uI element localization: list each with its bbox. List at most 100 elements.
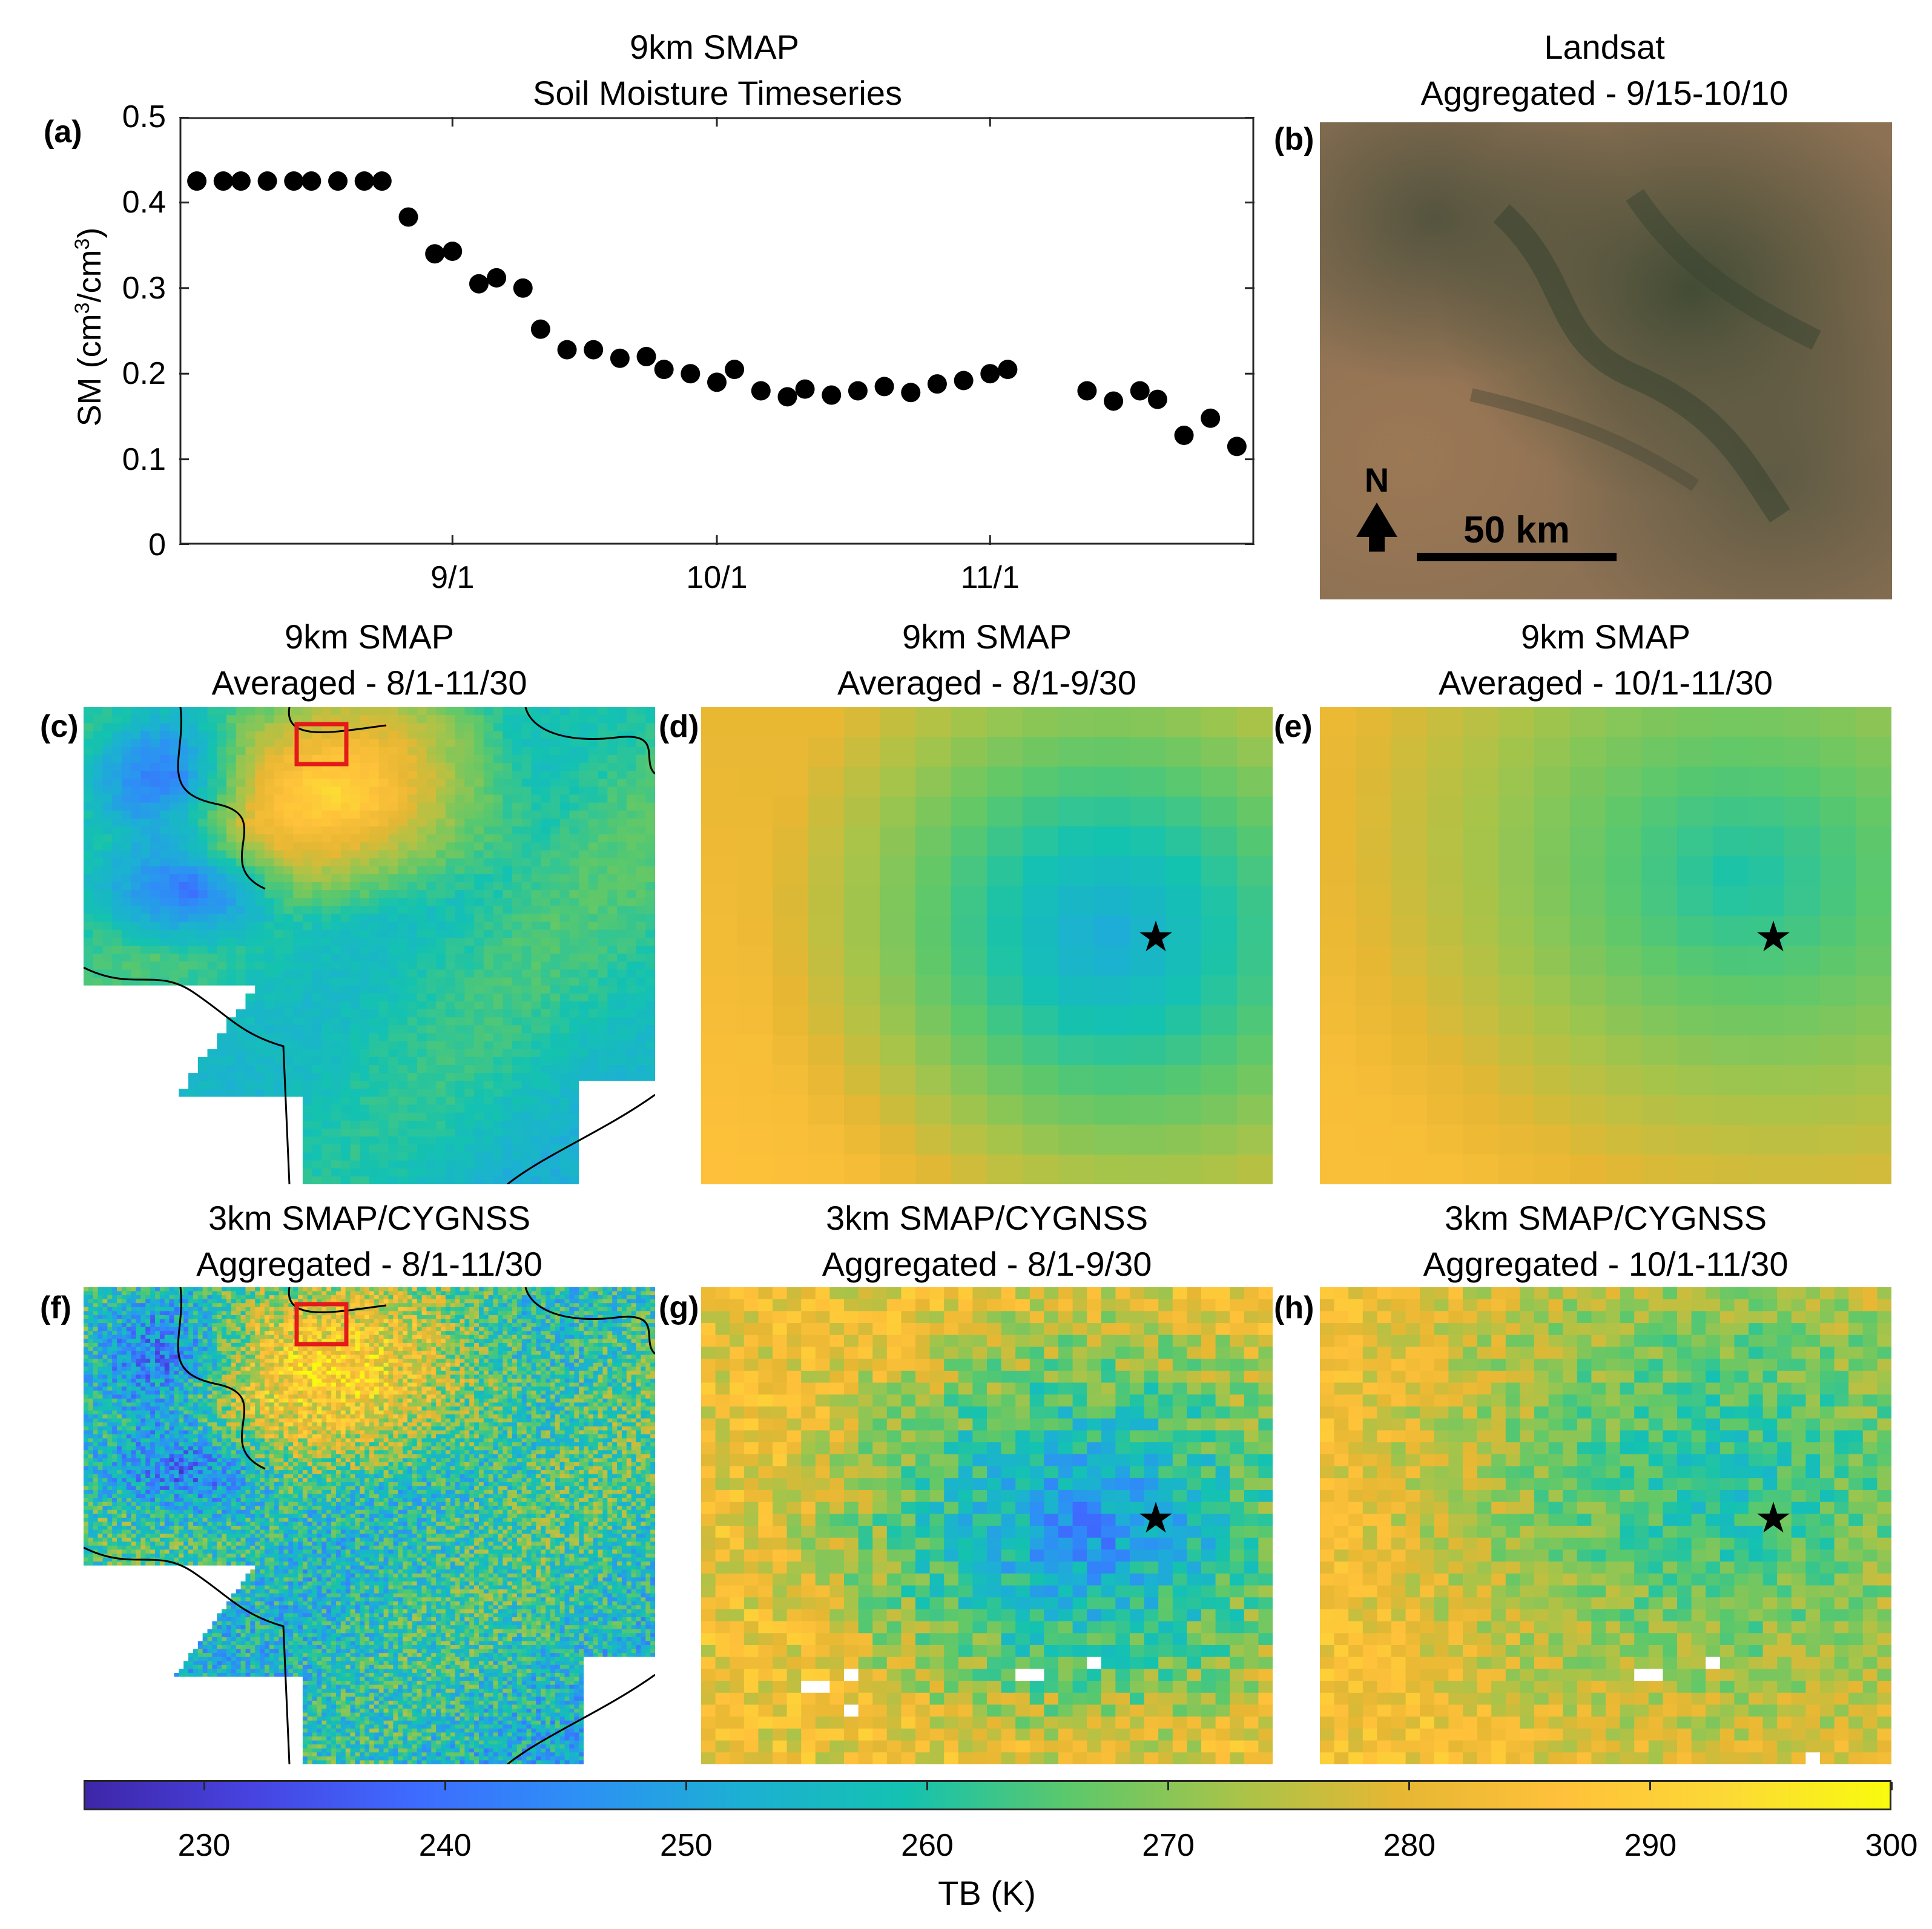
sm-timeseries-plot: [179, 117, 1254, 545]
sm-point: [398, 207, 418, 227]
site-star-d: ★: [1135, 915, 1177, 958]
colorbar-tick-label: 270: [1120, 1827, 1217, 1864]
map-h: ★: [1320, 1287, 1891, 1764]
site-star-h: ★: [1752, 1497, 1795, 1539]
panel-a-title: 9km SMAP Soil Moisture Timeseries: [533, 24, 902, 116]
map-d: ★: [701, 707, 1273, 1184]
colorbar-tick-label: 250: [638, 1827, 734, 1864]
panel-d-label: (d): [659, 708, 699, 745]
sm-point: [707, 372, 727, 392]
site-star-e: ★: [1752, 915, 1795, 958]
panel-h-label: (h): [1274, 1290, 1314, 1326]
panel-b-title: Landsat Aggregated - 9/15-10/10: [1380, 24, 1828, 116]
sm-point: [777, 387, 797, 407]
sm-point: [954, 371, 974, 391]
y-tick-label: 0.5: [122, 99, 166, 135]
map-f: [84, 1287, 655, 1764]
panel-c-title: 9km SMAP Averaged - 8/1-11/30: [182, 614, 557, 706]
y-tick-label: 0.2: [122, 355, 166, 392]
sm-point: [469, 274, 489, 294]
y-tick-label: 0.3: [122, 270, 166, 306]
colorbar-tick-mark: [444, 1782, 446, 1790]
panel-g-title: 3km SMAP/CYGNSS Aggregated - 8/1-9/30: [757, 1195, 1217, 1287]
x-tick-label: 11/1: [929, 559, 1050, 596]
colorbar-tick-label: 240: [397, 1827, 493, 1864]
panel-d-title: 9km SMAP Averaged - 8/1-9/30: [799, 614, 1175, 706]
colorbar-label: TB (K): [896, 1873, 1078, 1913]
map-c: [84, 707, 655, 1184]
sm-point: [927, 374, 947, 394]
panel-g-label: (g): [659, 1290, 699, 1326]
y-axis-label: SM (cm3/cm3): [71, 228, 108, 427]
colorbar-tick-mark: [1167, 1782, 1170, 1790]
panel-c-label: (c): [40, 708, 79, 745]
sm-point: [513, 278, 533, 298]
sm-point: [584, 340, 604, 360]
panel-e-title: 9km SMAP Averaged - 10/1-11/30: [1418, 614, 1793, 706]
x-tick-label: 9/1: [392, 559, 513, 596]
panel-b-label: (b): [1274, 121, 1314, 157]
map-e: ★: [1320, 707, 1891, 1184]
panel-a-label: (a): [44, 114, 82, 150]
sm-point: [257, 171, 277, 191]
sm-point: [822, 385, 842, 405]
sm-point: [1104, 391, 1124, 411]
sm-point: [372, 171, 392, 191]
scale-bar: 50 km: [1417, 509, 1617, 561]
sm-point: [1130, 381, 1150, 401]
sm-point: [213, 171, 233, 191]
sm-point: [874, 377, 894, 397]
north-arrow: N: [1353, 460, 1401, 557]
sm-point: [636, 346, 656, 366]
sm-point: [557, 340, 577, 360]
sm-point: [901, 383, 921, 403]
site-star-g: ★: [1135, 1497, 1177, 1539]
sm-point: [328, 171, 348, 191]
colorbar-tick-mark: [203, 1782, 205, 1790]
colorbar-tick-label: 280: [1361, 1827, 1458, 1864]
sm-point: [980, 364, 1000, 384]
panel-e-label: (e): [1274, 708, 1313, 745]
sm-point: [1227, 437, 1247, 457]
sm-point: [848, 381, 868, 401]
panel-f-title: 3km SMAP/CYGNSS Aggregated - 8/1-11/30: [139, 1195, 599, 1287]
colorbar-tick-mark: [1649, 1782, 1652, 1790]
colorbar-tick-mark: [685, 1782, 687, 1790]
sm-point: [1147, 389, 1167, 409]
sm-point: [443, 241, 463, 261]
landsat-image: [1320, 122, 1892, 599]
map-g: ★: [701, 1287, 1273, 1764]
panel-f-label: (f): [40, 1290, 71, 1326]
sm-point: [231, 171, 251, 191]
sm-point: [1174, 426, 1194, 446]
sm-point: [725, 360, 745, 380]
colorbar-tick-label: 300: [1843, 1827, 1932, 1864]
panel-h-title: 3km SMAP/CYGNSS Aggregated - 10/1-11/30: [1376, 1195, 1836, 1287]
y-tick-label: 0.1: [122, 441, 166, 478]
colorbar-tick-label: 230: [156, 1827, 252, 1864]
sm-point: [1077, 381, 1097, 401]
sm-point: [654, 360, 674, 380]
colorbar-tick-label: 290: [1602, 1827, 1699, 1864]
sm-point: [354, 171, 374, 191]
sm-point: [795, 379, 815, 399]
sm-point: [284, 171, 304, 191]
colorbar-tick-mark: [1408, 1782, 1411, 1790]
colorbar-tick-mark: [926, 1782, 928, 1790]
sm-point: [998, 360, 1018, 380]
colorbar-tick-label: 260: [879, 1827, 975, 1864]
sm-point: [751, 381, 771, 401]
sm-point: [1201, 408, 1221, 428]
sm-point: [487, 268, 507, 288]
sm-point: [610, 348, 630, 368]
sm-point: [187, 171, 207, 191]
colorbar-tick-mark: [1890, 1782, 1893, 1790]
sm-point: [425, 244, 445, 264]
y-tick-label: 0: [148, 527, 166, 563]
y-tick-label: 0.4: [122, 184, 166, 220]
colorbar: [84, 1780, 1891, 1810]
x-tick-label: 10/1: [656, 559, 777, 596]
sm-point: [530, 319, 550, 339]
sm-point: [681, 364, 701, 384]
sm-point: [302, 171, 321, 191]
